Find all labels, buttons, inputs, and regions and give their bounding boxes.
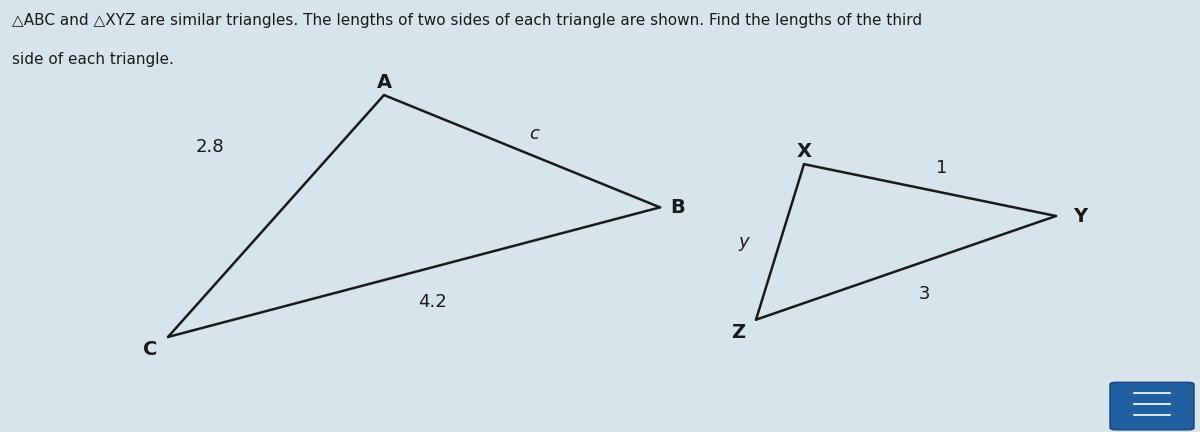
Text: Y: Y: [1073, 206, 1087, 226]
Text: A: A: [377, 73, 391, 92]
Text: Z: Z: [731, 323, 745, 342]
Text: c: c: [529, 125, 539, 143]
Text: 1: 1: [936, 159, 948, 178]
Text: C: C: [143, 340, 157, 359]
Text: X: X: [797, 142, 811, 161]
Text: 4.2: 4.2: [418, 293, 446, 311]
Text: △ABC and △XYZ are similar triangles. The lengths of two sides of each triangle a: △ABC and △XYZ are similar triangles. The…: [12, 13, 922, 28]
Text: B: B: [671, 198, 685, 217]
Text: y: y: [739, 233, 749, 251]
Text: 3: 3: [918, 285, 930, 303]
FancyBboxPatch shape: [1110, 382, 1194, 430]
Text: 2.8: 2.8: [196, 138, 224, 156]
Text: side of each triangle.: side of each triangle.: [12, 52, 174, 67]
